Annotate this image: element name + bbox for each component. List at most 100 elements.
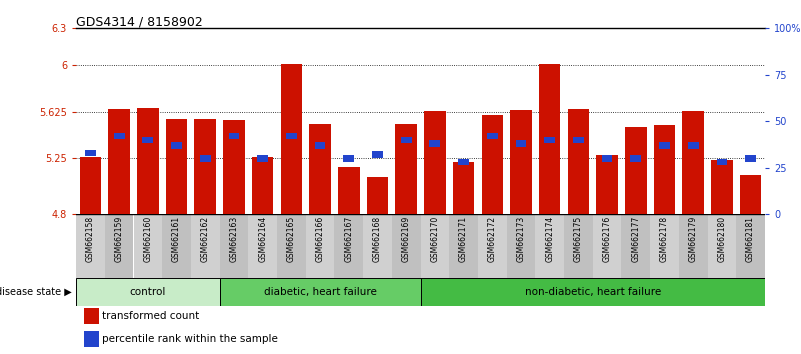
Bar [108,109,130,214]
Bar [396,124,417,214]
Bar [137,108,159,214]
Text: GSM662172: GSM662172 [488,216,497,262]
Bar [162,214,191,278]
Text: GDS4314 / 8158902: GDS4314 / 8158902 [76,15,203,28]
Bar [191,214,219,278]
Bar [630,155,641,162]
Bar [105,214,134,278]
Text: GSM662162: GSM662162 [201,216,210,262]
Bar [516,140,526,147]
Bar [568,109,590,214]
Text: GSM662169: GSM662169 [401,216,411,262]
Bar [344,155,354,162]
Bar [367,177,388,214]
Bar [682,111,704,214]
Bar [219,214,248,278]
Bar [248,214,277,278]
Text: GSM662158: GSM662158 [86,216,95,262]
Text: GSM662161: GSM662161 [172,216,181,262]
Bar [166,119,187,214]
Bar [363,214,392,278]
Text: GSM662163: GSM662163 [229,216,239,262]
Text: GSM662164: GSM662164 [258,216,268,262]
Bar [143,137,153,143]
Text: percentile rank within the sample: percentile rank within the sample [102,334,278,344]
Text: GSM662168: GSM662168 [373,216,382,262]
Bar [338,167,360,214]
Bar [650,214,678,278]
Text: GSM662167: GSM662167 [344,216,353,262]
Bar [372,152,383,158]
Text: GSM662180: GSM662180 [718,216,727,262]
Text: GSM662171: GSM662171 [459,216,468,262]
Bar [711,160,733,214]
Bar [429,140,441,147]
Bar [740,175,762,214]
Bar [223,120,245,214]
Bar [79,157,101,214]
Bar [306,214,334,278]
Bar [257,155,268,162]
Bar [421,278,765,306]
Bar [736,214,765,278]
Bar [535,214,564,278]
Bar [453,162,474,214]
Bar [392,214,421,278]
Bar [76,278,219,306]
Bar [200,155,211,162]
Text: disease state ▶: disease state ▶ [0,287,72,297]
Text: control: control [130,287,166,297]
Text: GSM662175: GSM662175 [574,216,583,262]
Bar [487,133,497,139]
Bar [717,159,727,165]
Text: GSM662176: GSM662176 [602,216,612,262]
Bar [421,214,449,278]
Text: transformed count: transformed count [102,311,199,321]
Text: GSM662177: GSM662177 [631,216,640,262]
Text: GSM662174: GSM662174 [545,216,554,262]
Text: GSM662166: GSM662166 [316,216,324,262]
Bar [228,133,239,139]
Bar [280,64,302,214]
Bar [593,214,622,278]
Bar [195,119,216,214]
Text: non-diabetic, heart failure: non-diabetic, heart failure [525,287,661,297]
Bar [449,214,478,278]
Bar [654,125,675,214]
Bar [458,159,469,165]
Bar [564,214,593,278]
Bar [602,155,613,162]
Text: GSM662173: GSM662173 [517,216,525,262]
Bar [481,115,503,214]
Bar [596,155,618,214]
Bar [622,214,650,278]
Bar [659,142,670,149]
Bar [252,157,273,214]
Bar [678,214,707,278]
Bar [688,142,698,149]
Bar [707,214,736,278]
Bar [506,214,535,278]
Bar [76,214,105,278]
Text: diabetic, heart failure: diabetic, heart failure [264,287,376,297]
Text: GSM662159: GSM662159 [115,216,123,262]
Text: GSM662160: GSM662160 [143,216,152,262]
Text: GSM662181: GSM662181 [746,216,755,262]
Bar [334,214,363,278]
Bar [134,214,162,278]
Bar [286,133,296,139]
Bar [510,110,532,214]
Text: GSM662178: GSM662178 [660,216,669,262]
Bar [625,127,646,214]
Bar [277,214,306,278]
Bar [114,133,124,139]
Bar [424,111,445,214]
Bar [478,214,506,278]
Bar [171,142,182,149]
Text: GSM662179: GSM662179 [689,216,698,262]
Bar [400,137,412,143]
Bar [539,64,561,214]
Bar [219,278,421,306]
Bar [545,137,555,143]
Bar [309,124,331,214]
